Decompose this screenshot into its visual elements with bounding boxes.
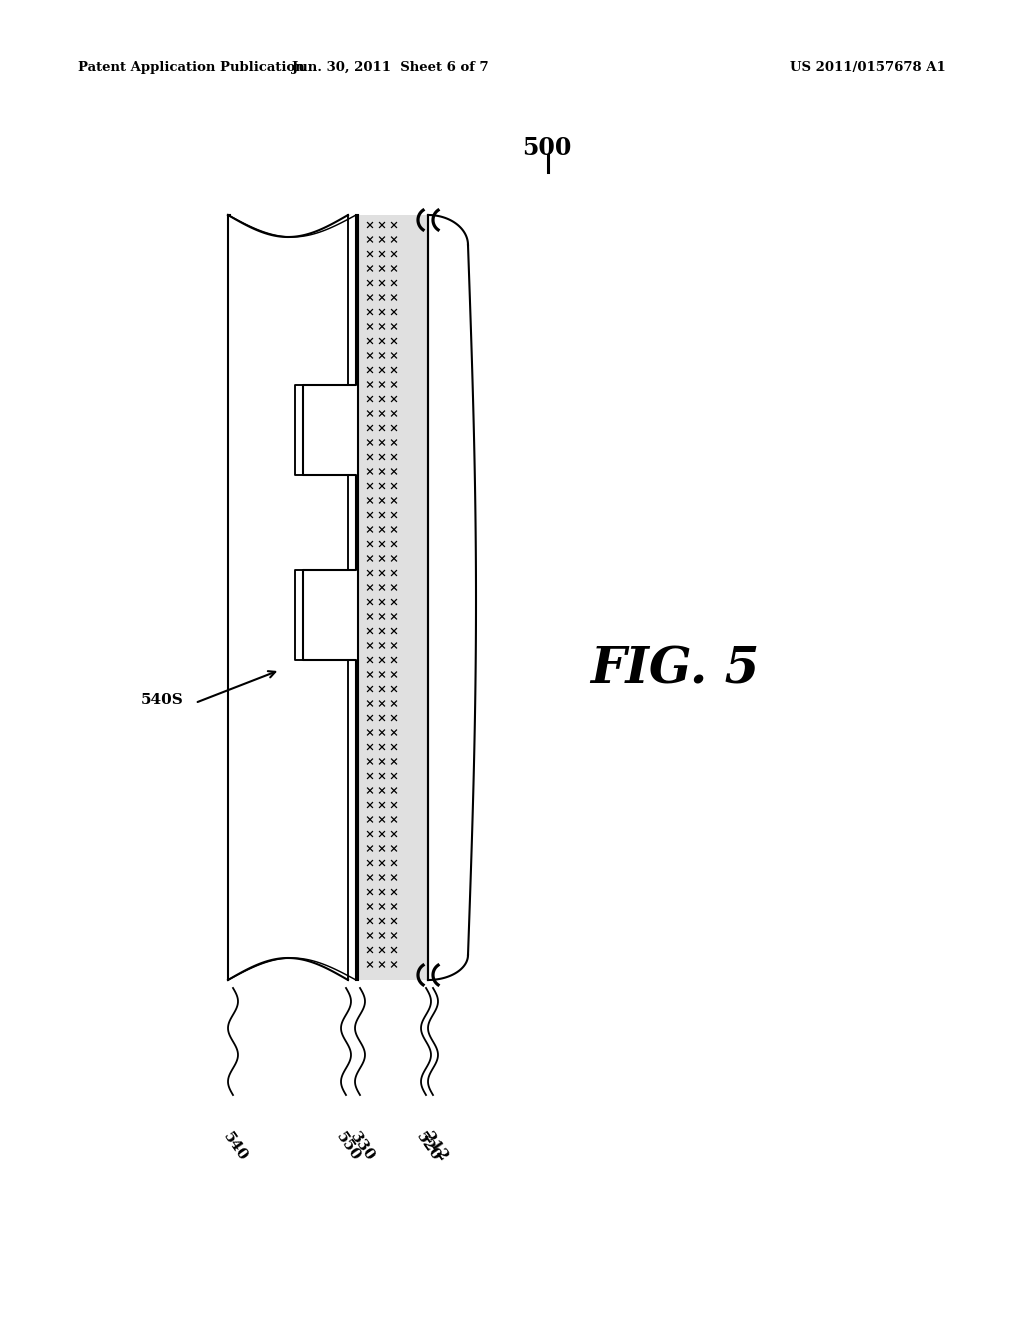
Text: 540: 540 [220, 1130, 250, 1164]
Text: 330: 330 [347, 1130, 377, 1164]
Bar [358, 215, 428, 979]
Text: 520: 520 [414, 1130, 442, 1164]
Text: Patent Application Publication: Patent Application Publication [78, 61, 305, 74]
Text: 500: 500 [522, 136, 571, 160]
Text: Jun. 30, 2011  Sheet 6 of 7: Jun. 30, 2011 Sheet 6 of 7 [292, 61, 488, 74]
Text: 550: 550 [333, 1130, 362, 1164]
Text: US 2011/0157678 A1: US 2011/0157678 A1 [790, 61, 946, 74]
Text: FIG. 5: FIG. 5 [590, 645, 760, 694]
Text: 212: 212 [420, 1130, 450, 1164]
Text: 540S: 540S [140, 693, 183, 708]
